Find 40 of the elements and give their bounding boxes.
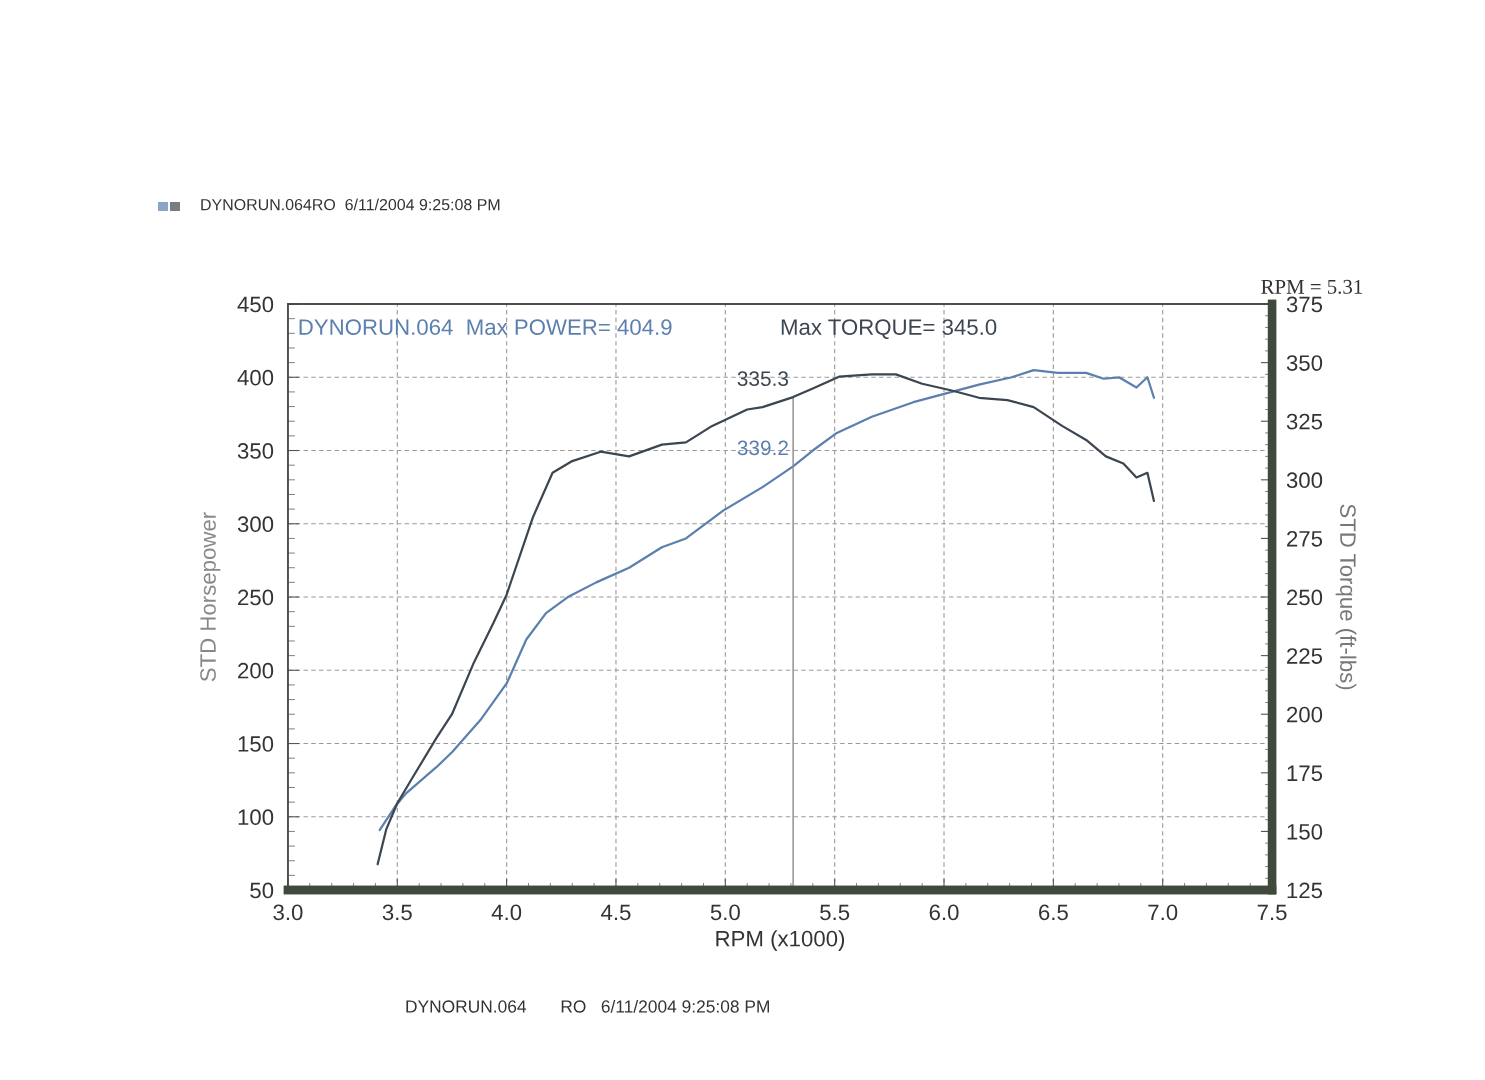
y2-tick-label: 125 (1287, 882, 1323, 899)
text: DYNORUN.064RO 6/11/2004 9:25:08 PM (201, 198, 500, 211)
y-tick-label: 400 (237, 369, 274, 386)
y-tick-label: 200 (238, 662, 274, 679)
x-tick-label: 4.0 (491, 904, 522, 921)
y2-tick-label: 250 (1287, 589, 1323, 606)
text: RPM = 5.31 (1261, 279, 1362, 294)
y-tick-label: 150 (238, 736, 274, 752)
annotation: Max TORQUE= 345.0 (781, 319, 997, 339)
y2-tick-label: 150 (1287, 823, 1323, 840)
data-label: 335.3 (737, 371, 789, 387)
x-tick-label: 7.0 (1148, 904, 1178, 921)
text: DYNORUN.064 RO 6/11/2004 9:25:08 PM (406, 999, 769, 1013)
y2-tick-label: 200 (1287, 706, 1323, 723)
x-tick-label: 3.0 (273, 904, 303, 921)
x-tick-label: 3.5 (382, 904, 412, 921)
y2-axis-title: STD Torque (ft-lbs) (1335, 504, 1357, 690)
y-tick-label: 350 (237, 443, 274, 459)
y2-tick-label: 350 (1286, 355, 1323, 371)
data-label: 339.2 (737, 440, 788, 456)
x-tick-label: 6.0 (929, 904, 959, 921)
y-tick-label: 450 (237, 296, 274, 313)
y2-tick-label: 375 (1286, 296, 1323, 313)
y-tick-label: 50 (250, 882, 274, 899)
y-tick-label: 250 (238, 589, 274, 606)
y2-tick-label: 325 (1286, 413, 1323, 430)
annotation: DYNORUN.064 Max POWER= 404.9 (299, 319, 672, 335)
x-axis-title: RPM (x1000) (716, 930, 845, 951)
x-tick-label: 4.5 (601, 904, 631, 921)
y2-tick-label: 225 (1287, 648, 1323, 664)
y-axis-title: STD Horsepower (200, 512, 221, 682)
y2-tick-label: 300 (1286, 472, 1323, 489)
y-tick-label: 300 (237, 516, 274, 533)
x-tick-label: 7.5 (1257, 904, 1287, 921)
y-tick-label: 100 (238, 809, 274, 826)
x-tick-label: 6.5 (1039, 904, 1068, 921)
x-tick-label: 5.5 (820, 904, 850, 921)
y2-tick-label: 275 (1287, 530, 1323, 547)
y2-tick-label: 175 (1287, 765, 1323, 782)
x-tick-label: 5.0 (710, 904, 740, 921)
